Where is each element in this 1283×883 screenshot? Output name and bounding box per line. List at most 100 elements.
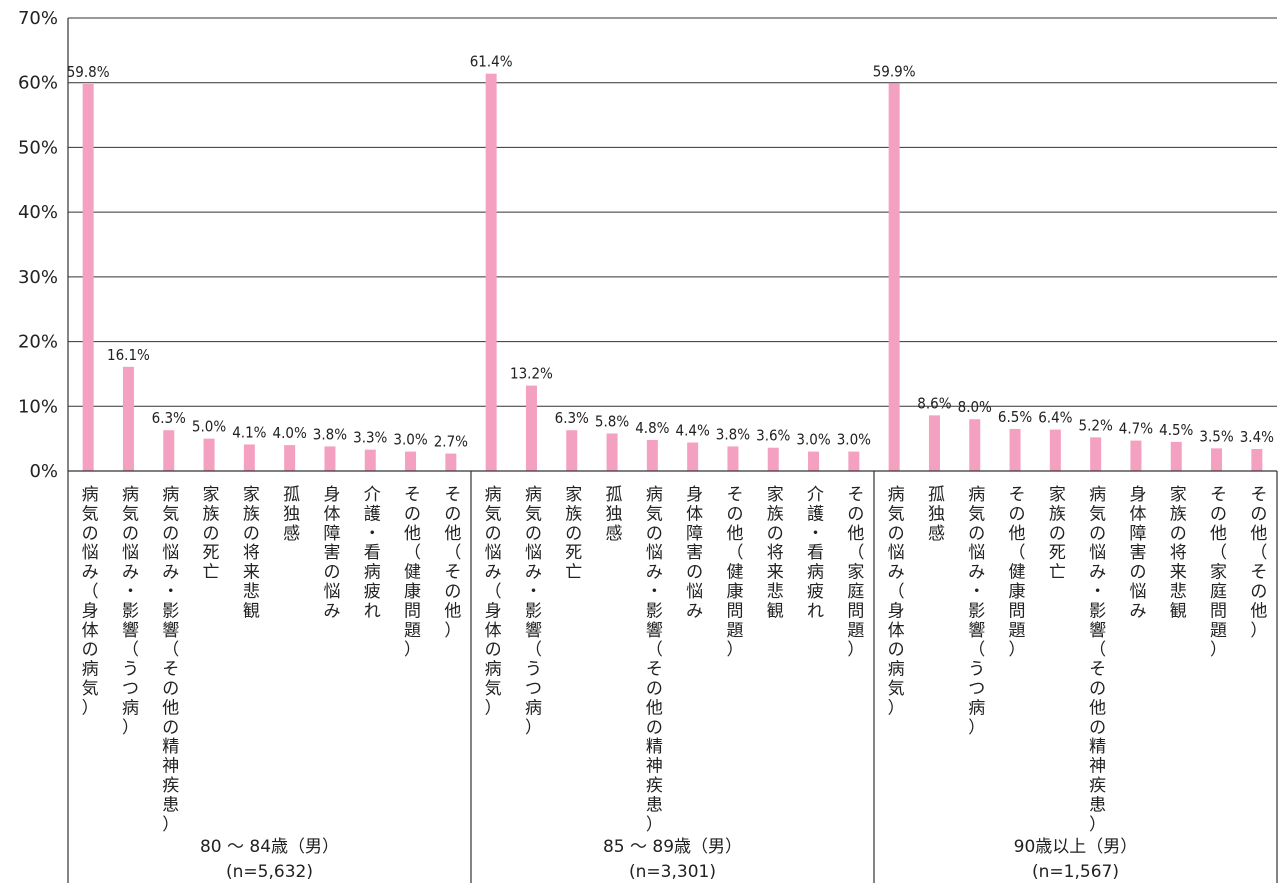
y-tick-label: 60%	[18, 73, 58, 94]
bar	[82, 84, 94, 471]
group-count: (n=1,567)	[1032, 862, 1119, 882]
data-label: 5.0%	[192, 418, 226, 436]
category-label: 孤独感	[928, 485, 945, 544]
bar	[364, 449, 376, 471]
group-name: 85 ～ 89歳（男）	[603, 837, 742, 857]
category-label: 家族の将来悲観	[243, 485, 260, 621]
category-label: その他（家庭問題）	[1210, 485, 1227, 660]
data-label: 3.6%	[756, 427, 790, 445]
bar	[888, 83, 900, 472]
category-label: その他（健康問題）	[726, 485, 743, 660]
data-label: 4.1%	[232, 423, 266, 441]
bar	[928, 415, 940, 471]
group-count: (n=3,301)	[629, 862, 716, 882]
category-label: その他（健康問題）	[404, 485, 421, 660]
category-label: 家族の将来悲観	[767, 485, 784, 621]
category-label: 病気の悩み・影響（うつ病）	[968, 485, 985, 738]
category-label: 病気の悩み・影響（その他の精神疾患）	[646, 485, 663, 835]
data-label: 13.2%	[510, 365, 553, 383]
category-label: 病気の悩み（身体の病気）	[888, 485, 905, 718]
category-label: 病気の悩み・影響（うつ病）	[122, 485, 139, 738]
bar	[848, 451, 860, 471]
bar	[767, 447, 779, 471]
bar	[1211, 448, 1223, 471]
data-label: 8.0%	[958, 398, 992, 416]
category-label: その他（健康問題）	[1009, 485, 1026, 660]
data-labels: 59.8% 16.1% 6.3% 5.0% 4.1% 4.0% 3.8% 3.3% 3.0% 2.…	[67, 53, 1274, 451]
bar	[1009, 428, 1021, 471]
category-label: 身体障害の悩み	[686, 485, 703, 621]
data-label: 59.9%	[873, 62, 916, 80]
data-label: 3.5%	[1199, 427, 1233, 445]
data-label: 3.8%	[716, 425, 750, 443]
group-name: 80 ～ 84歳（男）	[200, 837, 339, 857]
bar	[525, 385, 537, 471]
y-tick-label: 20%	[18, 332, 58, 353]
data-label: 3.3%	[353, 429, 387, 447]
category-label: 介護・看病疲れ	[807, 485, 824, 621]
bar	[1251, 448, 1263, 471]
category-label: 身体障害の悩み	[1129, 485, 1146, 621]
data-label: 6.4%	[1038, 409, 1072, 427]
group-labels: 80 ～ 84歳（男） (n=5,632) 85 ～ 89歳（男） (n=3,301)…	[200, 837, 1137, 882]
data-label: 6.3%	[152, 409, 186, 427]
bar	[445, 453, 457, 471]
data-label: 3.0%	[796, 431, 830, 449]
category-label: 病気の悩み（身体の病気）	[485, 485, 502, 718]
bar	[122, 366, 134, 471]
bar	[163, 430, 175, 471]
gridlines	[68, 17, 1277, 407]
bar	[1130, 440, 1142, 471]
y-axis: 0% 10% 20% 30% 40% 50% 60% 70%	[18, 8, 58, 482]
data-label: 4.7%	[1119, 420, 1153, 438]
bar	[687, 442, 699, 471]
data-label: 4.8%	[635, 419, 669, 437]
category-label: その他（家庭問題）	[847, 485, 864, 660]
data-label: 16.1%	[107, 346, 150, 364]
data-label: 6.5%	[998, 408, 1032, 426]
bars	[82, 73, 1263, 472]
category-label: 介護・看病疲れ	[364, 485, 381, 621]
category-label: 家族の死亡	[1049, 485, 1066, 583]
category-label: 身体障害の悩み	[323, 485, 340, 621]
category-label: 病気の悩み・影響（その他の精神疾患）	[1089, 485, 1106, 835]
y-tick-label: 70%	[18, 8, 58, 29]
bar	[646, 439, 658, 471]
data-label: 2.7%	[434, 433, 468, 451]
y-tick-label: 40%	[18, 202, 58, 223]
bar	[1049, 429, 1061, 471]
data-label: 3.8%	[313, 425, 347, 443]
data-label: 4.5%	[1159, 421, 1193, 439]
category-label: 家族の死亡	[565, 485, 582, 583]
bar	[969, 419, 981, 471]
category-label: 孤独感	[606, 485, 623, 544]
bar	[1170, 441, 1182, 471]
data-label: 3.0%	[837, 431, 871, 449]
category-label: 家族の将来悲観	[1170, 485, 1187, 621]
group-count: (n=5,632)	[226, 862, 313, 882]
y-tick-label: 10%	[18, 396, 58, 417]
data-label: 59.8%	[67, 63, 110, 81]
data-label: 5.2%	[1079, 416, 1113, 434]
axis-frame	[67, 18, 1278, 883]
category-label: 家族の死亡	[203, 485, 220, 583]
category-labels: 病気の悩み（身体の病気） 病気の悩み・影響（うつ病） 病気の悩み・影響（その他の精神…	[82, 485, 1268, 835]
data-label: 3.0%	[393, 431, 427, 449]
bar	[1090, 437, 1102, 471]
data-label: 4.4%	[676, 422, 710, 440]
bar	[606, 433, 618, 471]
bar	[485, 73, 497, 471]
group-name: 90歳以上（男）	[1014, 837, 1138, 857]
data-label: 6.3%	[555, 409, 589, 427]
data-label: 61.4%	[470, 53, 513, 71]
data-label: 5.8%	[595, 412, 629, 430]
y-tick-label: 0%	[29, 461, 58, 482]
category-label: その他（その他）	[1250, 485, 1267, 641]
category-label: 病気の悩み（身体の病気）	[82, 485, 99, 718]
bar	[284, 445, 296, 471]
category-label: 孤独感	[283, 485, 300, 544]
y-tick-label: 30%	[18, 267, 58, 288]
bar	[566, 430, 578, 471]
bar	[405, 451, 417, 471]
